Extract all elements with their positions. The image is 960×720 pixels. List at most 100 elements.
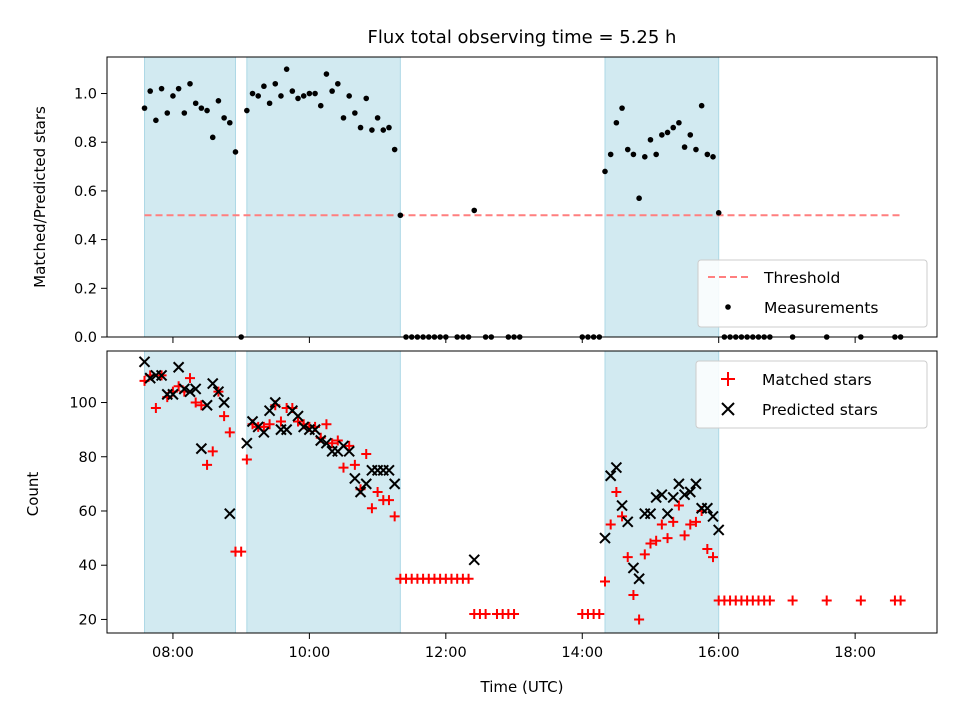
data-point: [386, 124, 392, 131]
data-point: [204, 107, 210, 114]
data-point: [346, 93, 352, 99]
predicted-point: [155, 369, 168, 382]
predicted-legend-label: Predicted stars: [762, 401, 878, 419]
data-point: [283, 66, 290, 72]
threshold-legend-label: Threshold: [763, 269, 840, 287]
matched-point: [241, 454, 252, 465]
predicted-point: [172, 361, 185, 373]
data-point: [687, 132, 694, 138]
bottom-legend: Matched stars Predicted stars: [695, 360, 928, 429]
y-tick-label: 0.8: [74, 135, 97, 151]
matched-point: [673, 500, 684, 511]
predicted-point: [604, 470, 617, 482]
predicted-point: [280, 423, 293, 436]
matched-point: [344, 440, 355, 451]
data-point: [619, 105, 625, 111]
data-point: [607, 151, 614, 158]
bottom-observing-windows: [144, 350, 720, 634]
measurements-legend-label: Measurements: [764, 299, 879, 317]
series-predicted-stars: [138, 356, 725, 585]
predicted-point: [690, 478, 702, 490]
matched-point: [480, 609, 491, 620]
matched-point: [656, 519, 667, 530]
predicted-point: [195, 442, 208, 455]
data-point: [306, 90, 313, 97]
data-point: [181, 110, 188, 116]
predicted-point: [178, 383, 191, 395]
predicted-point: [207, 377, 219, 390]
matched-point: [190, 397, 201, 408]
data-point: [209, 134, 216, 141]
x-tick-label: 16:00: [698, 645, 740, 661]
predicted-point: [167, 388, 179, 401]
data-point: [641, 154, 648, 160]
bottom-x-ticks: 08:00 10:00 12:00 14:00 16:00 18:00: [152, 633, 876, 661]
data-point: [153, 117, 159, 124]
matched-point: [327, 438, 338, 449]
data-point: [187, 80, 193, 87]
predicted-point: [684, 486, 696, 498]
matched-point: [366, 503, 377, 514]
data-point: [317, 102, 324, 109]
predicted-point: [263, 404, 276, 417]
top-observing-windows: [144, 56, 720, 338]
data-point: [312, 90, 318, 97]
matched-point: [463, 573, 474, 584]
top-panel: 0.0 0.2 0.4 0.6 0.8 1.0 Matched/Predicted sta…: [31, 56, 938, 346]
y-tick-label: 0.0: [74, 330, 97, 346]
data-point: [164, 110, 171, 116]
chart-title: Flux total observing time = 5.25 h: [368, 27, 677, 48]
data-point: [693, 146, 699, 153]
predicted-point: [241, 437, 253, 449]
data-point: [391, 146, 398, 153]
measurements-legend-swatch: [725, 304, 731, 310]
predicted-point: [360, 478, 372, 490]
matched-point: [622, 552, 633, 563]
predicted-point: [269, 396, 281, 409]
matched-point: [690, 516, 701, 527]
predicted-point: [292, 410, 304, 422]
matched-point: [509, 609, 520, 620]
y-tick-label: 40: [79, 558, 97, 574]
data-point: [698, 102, 705, 109]
x-tick-label: 10:00: [288, 645, 330, 661]
matched-point: [600, 576, 610, 587]
data-point: [710, 154, 716, 160]
top-y-axis-label: Matched/Predicted stars: [31, 106, 49, 288]
predicted-point: [661, 507, 674, 520]
predicted-point: [616, 499, 628, 512]
data-point: [715, 210, 722, 216]
predicted-point: [383, 464, 395, 477]
predicted-point: [656, 489, 668, 501]
predicted-point: [610, 461, 623, 474]
data-point: [289, 88, 296, 94]
matched-point: [855, 595, 866, 606]
predicted-point: [354, 486, 367, 498]
data-point: [226, 119, 233, 126]
predicted-point: [633, 573, 645, 585]
predicted-point: [388, 478, 401, 490]
predicted-point: [644, 507, 657, 520]
predicted-point: [667, 491, 679, 504]
data-point: [397, 212, 404, 219]
data-point: [624, 146, 631, 153]
matched-point: [639, 549, 650, 560]
observing-window-1: [144, 350, 236, 634]
top-legend-box: [697, 259, 928, 328]
predicted-point: [184, 385, 196, 398]
data-point: [647, 136, 654, 143]
data-point: [141, 105, 148, 111]
matched-point: [787, 595, 798, 606]
matched-point: [605, 519, 616, 530]
bottom-axes-frame: [106, 350, 938, 634]
matched-point: [150, 402, 161, 413]
predicted-point: [309, 423, 321, 436]
bottom-count-points: [138, 356, 906, 625]
predicted-point: [212, 385, 225, 398]
observing-window-2: [246, 56, 401, 338]
data-point: [261, 83, 267, 90]
predicted-point: [599, 532, 611, 544]
data-point: [147, 88, 154, 94]
data-point: [374, 115, 381, 121]
